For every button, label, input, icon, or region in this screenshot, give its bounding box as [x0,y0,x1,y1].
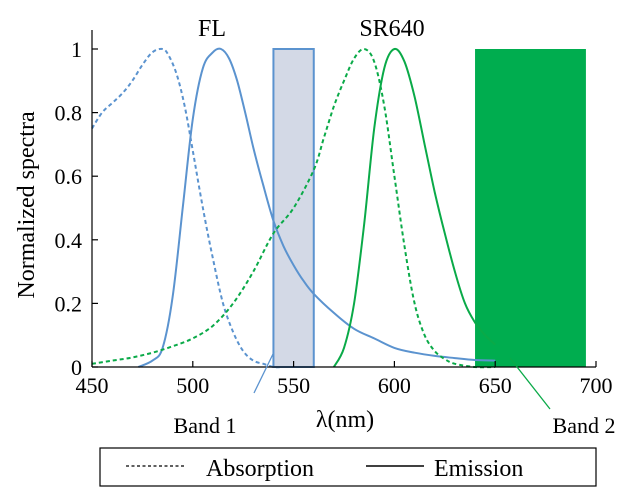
fl-absorption-curve [91,47,294,369]
y-tick-group: 0 0.2 0.4 0.6 0.8 1 [55,37,98,380]
y-tick-label: 0.4 [55,228,83,253]
y-tick-label: 0 [71,355,82,380]
x-tick-group: 450 500 550 600 650 700 [76,361,613,398]
y-tick-label: 0.8 [55,101,83,126]
x-tick-label: 600 [378,373,411,398]
y-axis-label: Normalized spectra [14,111,40,299]
band1-leader-line [253,353,274,394]
y-tick-label: 1 [71,37,82,62]
x-tick-label: 450 [76,373,109,398]
curve-layer [91,47,496,369]
legend: Absorption Emission [99,447,597,487]
x-tick-label: 650 [479,373,512,398]
sr640-series-label: SR640 [359,16,424,42]
y-tick-label: 0.2 [55,291,83,316]
fl-series-label: FL [198,16,226,42]
band2-label: Band 2 [553,413,616,438]
y-tick-label: 0.6 [55,164,83,189]
legend-box [99,447,597,487]
band2-rect [475,49,586,367]
band1-label: Band 1 [174,413,237,438]
sr640-absorption-curve [91,47,496,369]
x-tick-label: 700 [580,373,613,398]
band1-rect [272,48,315,368]
legend-emission-label: Emission [434,456,523,482]
band-layer [272,48,586,368]
x-tick-label: 550 [277,373,310,398]
x-axis-label: λ(nm) [316,407,374,433]
legend-absorption-label: Absorption [206,456,314,482]
x-tick-label: 500 [176,373,209,398]
sr640-emission-curve [333,47,496,368]
band2-leader-line [509,357,551,410]
fl-emission-curve [137,47,496,368]
